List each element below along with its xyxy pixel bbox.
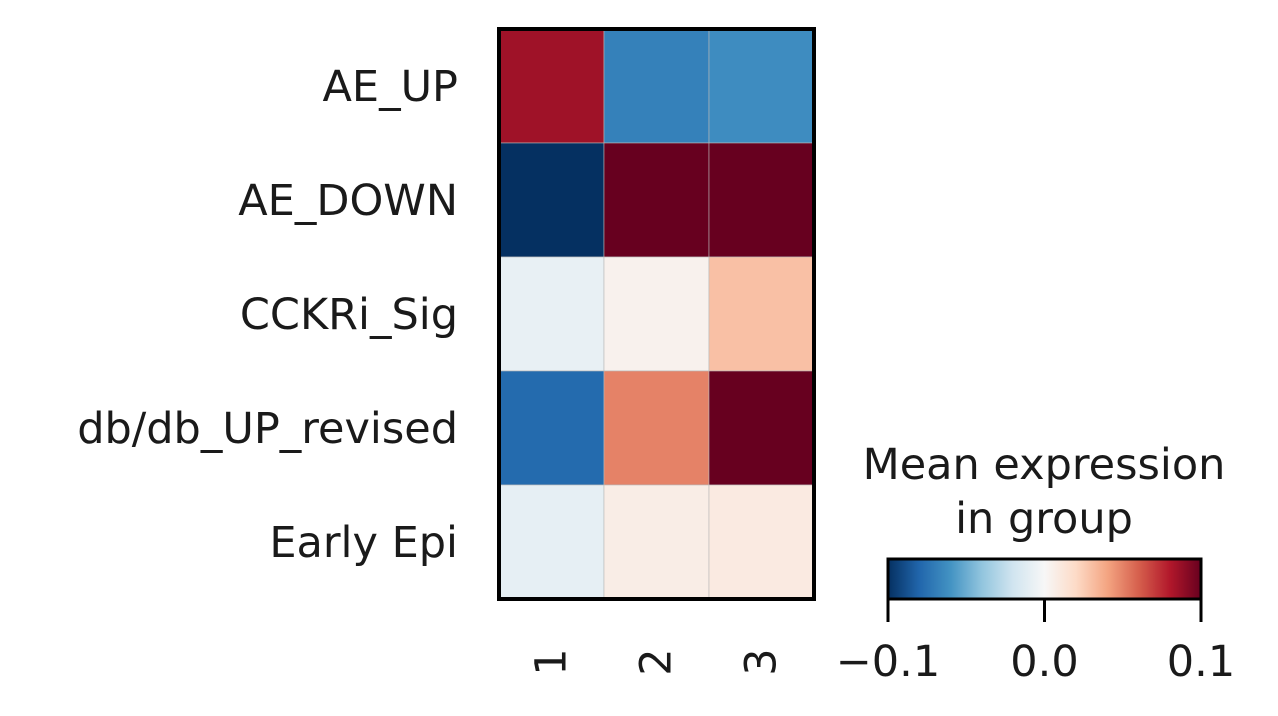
heatmap-frame (497, 27, 816, 601)
heatmap-cell (603, 484, 710, 600)
row-label: AE_DOWN (238, 176, 458, 226)
column-label: 1 (527, 648, 577, 675)
heatmap-cells (498, 28, 815, 600)
heatmap-cell (708, 28, 815, 144)
heatmap-cell (603, 28, 710, 144)
row-label: Early Epi (269, 518, 458, 568)
colorbar-title-line2: in group (955, 494, 1133, 544)
column-labels: 1 2 3 (527, 648, 787, 675)
heatmap-cell (498, 28, 605, 144)
row-label: CCKRi_Sig (240, 290, 458, 340)
row-label: AE_UP (323, 62, 459, 112)
heatmap-cell (498, 256, 605, 372)
colorbar: Mean expression in group −0.1 0.0 0.1 (836, 440, 1235, 687)
heatmap-cell (603, 256, 710, 372)
colorbar-gradient (886, 557, 1203, 601)
heatmap-cell (603, 142, 710, 258)
column-label: 2 (632, 648, 682, 675)
row-label: db/db_UP_revised (77, 404, 458, 454)
heatmap-cell (498, 370, 605, 486)
heatmap-cell (708, 370, 815, 486)
row-labels: AE_UP AE_DOWN CCKRi_Sig db/db_UP_revised Ear… (77, 62, 458, 568)
colorbar-tick-label: 0.1 (1167, 637, 1235, 687)
heatmap-cell (708, 256, 815, 372)
heatmap-cell (498, 142, 605, 258)
heatmap-cell (708, 142, 815, 258)
heatmap-cell (708, 484, 815, 600)
colorbar-title-line1: Mean expression (863, 440, 1226, 490)
heatmap-cell (498, 484, 605, 600)
column-label: 3 (737, 648, 787, 675)
colorbar-tick-label: −0.1 (836, 637, 940, 687)
colorbar-tick-label: 0.0 (1010, 637, 1078, 687)
colorbar-ticks: −0.1 0.0 0.1 (836, 599, 1235, 687)
heatmap-cell (603, 370, 710, 486)
